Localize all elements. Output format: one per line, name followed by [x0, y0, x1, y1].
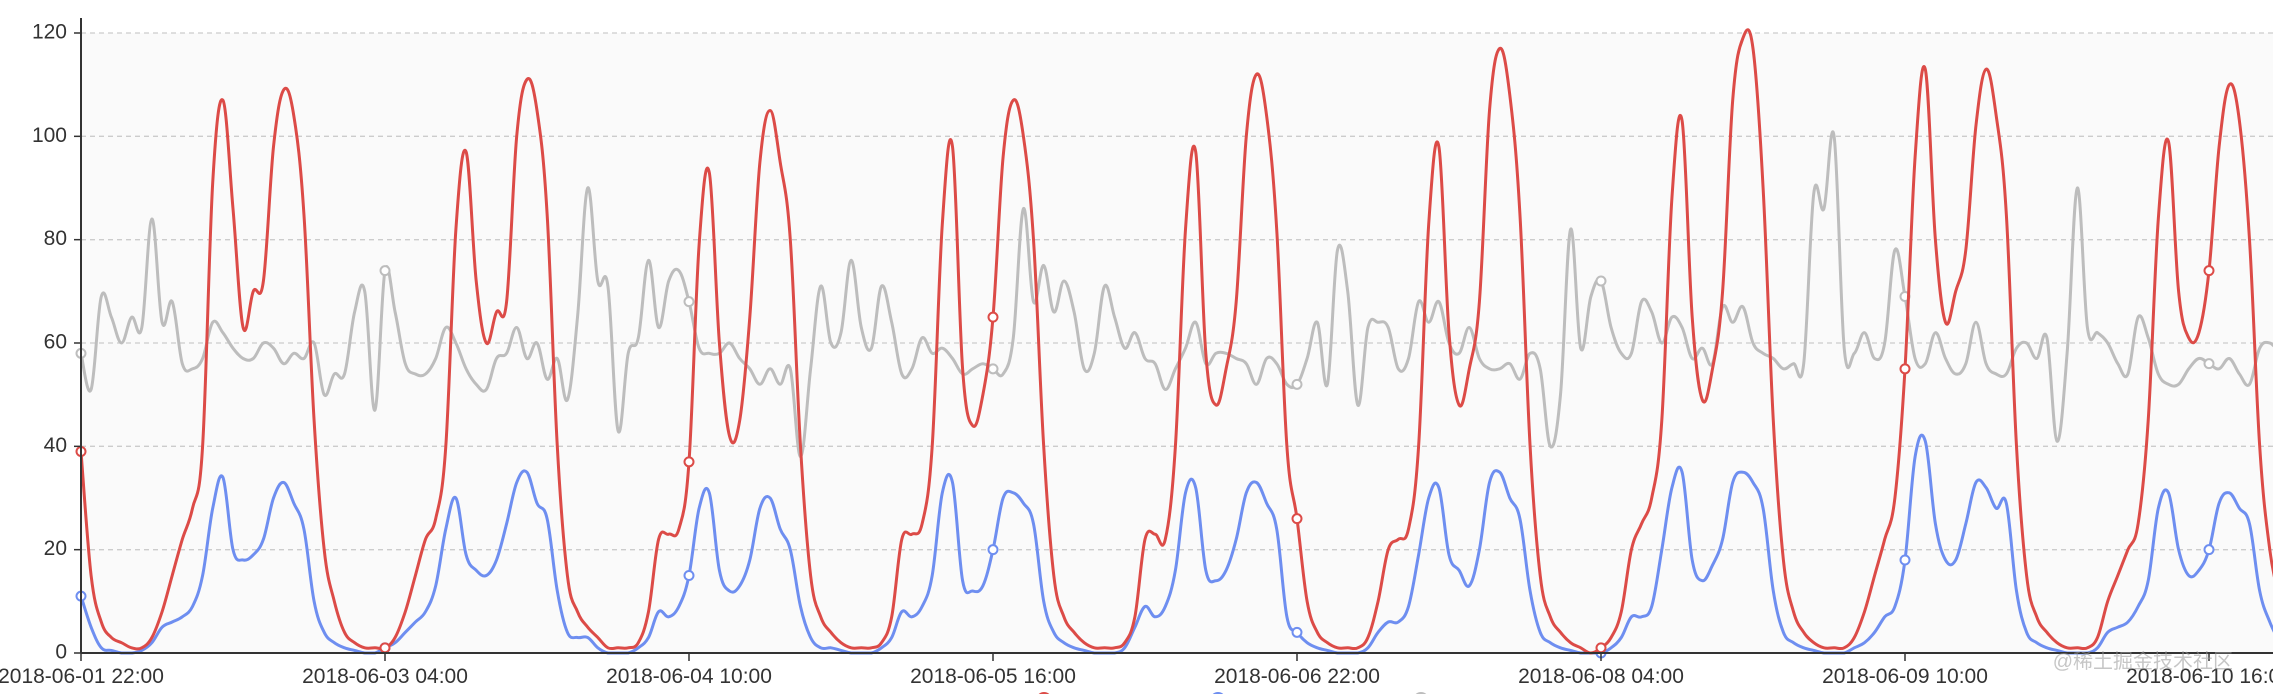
y-tick-label: 0	[55, 641, 67, 664]
data-point-marker	[987, 311, 999, 323]
data-point-marker	[2203, 265, 2215, 277]
data-point-marker	[683, 570, 695, 581]
data-point-marker	[987, 363, 999, 375]
x-tick-label: 2018-06-01 22:00	[0, 665, 164, 688]
x-tick-label: 2018-06-06 22:00	[1214, 665, 1380, 688]
data-point-marker	[1899, 554, 1911, 566]
y-tick-label: 120	[32, 21, 67, 44]
y-tick-label: 20	[44, 537, 67, 560]
data-point-marker	[987, 544, 999, 556]
data-point-marker	[1595, 275, 1607, 287]
x-tick-label: 2018-06-04 10:00	[606, 665, 772, 688]
data-point-marker	[1291, 513, 1303, 525]
data-point-marker	[379, 265, 391, 277]
x-tick-label: 2018-06-05 16:00	[910, 665, 1076, 688]
series-line-1	[79, 433, 2273, 655]
x-tick-label: 2018-06-08 04:00	[1518, 665, 1684, 688]
data-point-marker	[1595, 642, 1607, 654]
data-point-marker	[1291, 378, 1303, 390]
data-point-marker	[2203, 544, 2215, 556]
data-point-marker	[683, 296, 695, 308]
watermark: @稀土掘金技术社区	[2052, 651, 2233, 673]
x-tick-label: 2018-06-03 04:00	[302, 665, 468, 688]
series-line-0	[79, 28, 2273, 655]
x-tick-label: 2018-06-09 10:00	[1822, 665, 1988, 688]
y-tick-label: 40	[44, 434, 67, 457]
data-point-marker	[683, 456, 695, 468]
data-point-marker	[1899, 363, 1911, 375]
y-tick-label: 100	[32, 124, 67, 147]
y-tick-label: 80	[44, 227, 67, 250]
data-point-marker	[1291, 626, 1303, 638]
data-point-marker	[2203, 358, 2215, 370]
y-tick-label: 60	[44, 331, 67, 354]
x-tick-label: 2018-06-10 16:00	[2126, 665, 2273, 688]
data-point-marker	[379, 642, 391, 654]
